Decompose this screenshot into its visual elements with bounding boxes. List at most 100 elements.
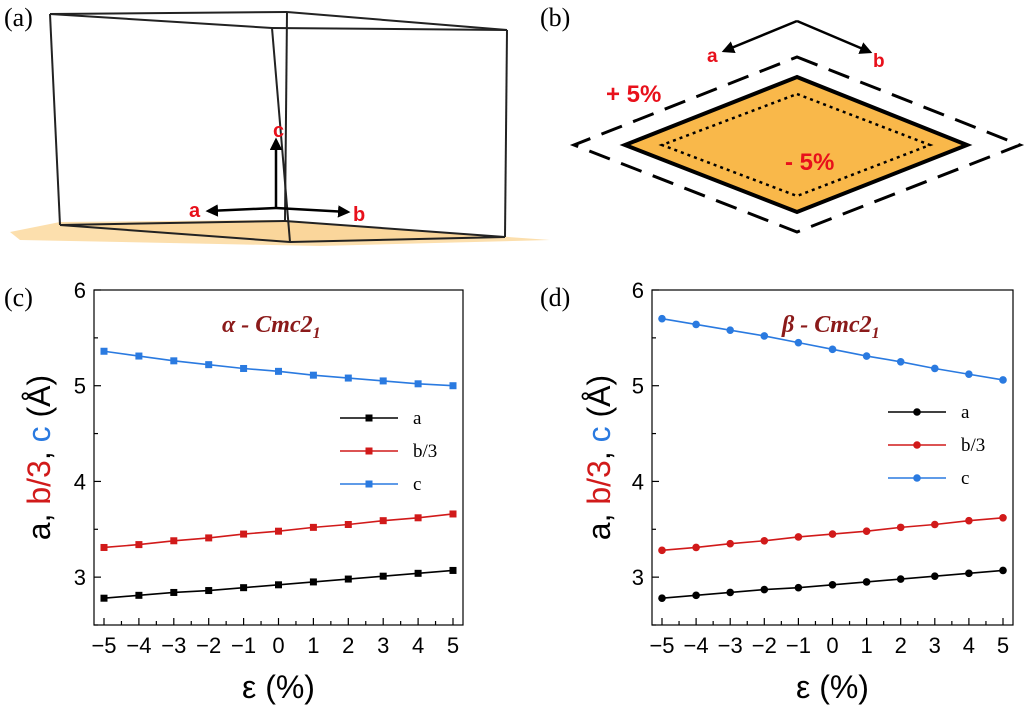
y-axis-label-part-c: (Å) xyxy=(21,375,57,427)
unstrained-cell xyxy=(625,77,967,212)
data-point-c-2 xyxy=(275,368,282,375)
data-point-d-0 xyxy=(897,575,905,583)
panel-c-label: (c) xyxy=(4,283,33,312)
x-tick-label-c: 4 xyxy=(412,633,424,658)
legend-marker-c-2 xyxy=(366,481,373,488)
data-point-d-1 xyxy=(761,537,769,545)
x-tick-label-d: −2 xyxy=(752,633,777,658)
y-tick-label-c: 6 xyxy=(74,278,86,303)
x-tick-label-d: 2 xyxy=(895,633,907,658)
data-point-c-2 xyxy=(380,377,387,384)
chart-title-subscript-c: 1 xyxy=(313,325,321,342)
data-point-c-2 xyxy=(205,361,212,368)
x-tick-label-d: 0 xyxy=(826,633,838,658)
data-point-d-1 xyxy=(863,527,871,535)
data-point-d-1 xyxy=(692,544,700,552)
data-point-c-0 xyxy=(135,592,142,599)
x-tick-label-c: −2 xyxy=(196,633,221,658)
y-axis-label-part-d: , xyxy=(581,442,617,460)
x-axis-label-c: ε (%) xyxy=(242,669,315,705)
data-point-c-0 xyxy=(240,584,247,591)
legend-marker-d-0 xyxy=(913,408,921,416)
y-tick-label-d: 6 xyxy=(632,278,644,303)
data-point-d-2 xyxy=(897,358,905,366)
strain-axis-b-label: b xyxy=(873,51,885,72)
x-tick-label-c: −3 xyxy=(161,633,186,658)
legend-label-c-1: b/3 xyxy=(413,441,437,462)
data-point-d-2 xyxy=(931,365,939,373)
x-axis-label-d: ε (%) xyxy=(796,669,869,705)
data-point-c-0 xyxy=(310,578,317,585)
x-tick-label-d: 5 xyxy=(997,633,1009,658)
data-point-d-2 xyxy=(965,370,973,378)
y-axis-label-part-d: c xyxy=(581,426,617,442)
data-point-c-1 xyxy=(450,510,457,517)
data-point-c-0 xyxy=(345,576,352,583)
data-point-c-1 xyxy=(135,541,142,548)
data-point-d-0 xyxy=(692,592,700,600)
data-point-c-0 xyxy=(101,595,108,602)
data-point-d-1 xyxy=(999,514,1007,522)
x-tick-label-c: 5 xyxy=(447,633,459,658)
data-point-d-2 xyxy=(863,352,871,360)
cell-axis-c-label: c xyxy=(273,120,284,142)
data-point-d-0 xyxy=(999,567,1007,575)
panel-b: (b) a b + 5% - 5% xyxy=(540,3,1020,232)
y-tick-label-d: 4 xyxy=(632,469,644,494)
y-axis-label-part-d: (Å) xyxy=(581,375,617,427)
data-point-d-0 xyxy=(829,581,837,589)
y-axis-label-part-d: a, xyxy=(581,505,617,541)
x-tick-label-c: 3 xyxy=(377,633,389,658)
x-tick-label-d: −5 xyxy=(649,633,674,658)
data-point-c-2 xyxy=(415,380,422,387)
data-point-c-2 xyxy=(135,353,142,360)
chart-title-c: α - Cmc21 xyxy=(222,312,321,342)
panel-d-label: (d) xyxy=(540,283,570,312)
data-point-c-1 xyxy=(310,524,317,531)
x-tick-label-d: 1 xyxy=(860,633,872,658)
data-point-c-1 xyxy=(170,537,177,544)
x-tick-label-d: 3 xyxy=(929,633,941,658)
x-tick-label-d: −3 xyxy=(718,633,743,658)
y-tick-label-d: 3 xyxy=(632,565,644,590)
chart-title-main-d: β - Cmc2 xyxy=(781,312,872,338)
chart-title-d: β - Cmc21 xyxy=(781,312,880,342)
x-tick-label-d: −4 xyxy=(684,633,709,658)
x-tick-label-c: 2 xyxy=(342,633,354,658)
legend-label-d-2: c xyxy=(961,468,969,489)
strain-axes xyxy=(724,21,870,52)
data-point-d-0 xyxy=(965,570,973,578)
x-tick-label-c: −1 xyxy=(231,633,256,658)
data-point-d-2 xyxy=(726,326,734,334)
data-point-d-0 xyxy=(761,586,769,594)
legend-label-d-1: b/3 xyxy=(961,435,985,456)
data-point-d-0 xyxy=(726,589,734,597)
y-axis-label-part-c: , xyxy=(21,442,57,460)
panel-c: (c) −5 −4 −3 −2 −1 0 1 2 3 4 53456ab/3cα - Cmc21ε … xyxy=(4,278,463,705)
data-point-d-2 xyxy=(692,321,700,329)
chart-title-main-c: α - Cmc2 xyxy=(222,312,313,338)
x-tick-label-d: 4 xyxy=(963,633,975,658)
data-point-d-2 xyxy=(658,315,666,323)
data-point-d-2 xyxy=(829,346,837,354)
data-point-c-2 xyxy=(101,348,108,355)
y-axis-label-part-c: c xyxy=(21,426,57,442)
data-point-c-0 xyxy=(380,573,387,580)
data-point-d-1 xyxy=(795,533,803,541)
legend-marker-c-0 xyxy=(366,415,373,422)
y-tick-label-c: 5 xyxy=(74,374,86,399)
data-point-d-0 xyxy=(863,578,871,586)
data-point-d-1 xyxy=(931,521,939,529)
legend-label-c-2: c xyxy=(413,474,421,495)
y-tick-label-d: 5 xyxy=(632,374,644,399)
data-point-c-0 xyxy=(415,570,422,577)
legend-label-d-0: a xyxy=(961,402,970,423)
strain-axis-a-label: a xyxy=(707,46,718,67)
chart-title-subscript-d: 1 xyxy=(872,325,880,342)
panel-a-label: (a) xyxy=(4,3,33,32)
cell-axis-b-label: b xyxy=(353,204,365,226)
legend-marker-d-1 xyxy=(913,441,921,449)
data-point-c-0 xyxy=(275,581,282,588)
